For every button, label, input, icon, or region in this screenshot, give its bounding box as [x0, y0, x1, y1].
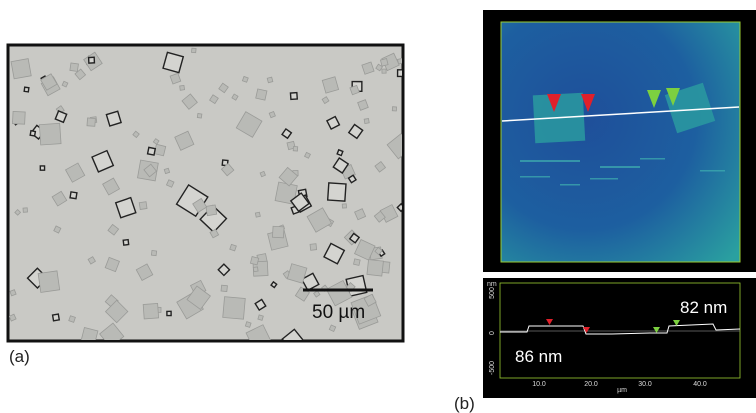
crystal [106, 111, 121, 126]
crystal [223, 297, 246, 320]
crystal [367, 260, 383, 276]
x-unit: µm [617, 387, 627, 394]
crystal [38, 271, 60, 293]
crystal [154, 144, 166, 156]
profile-background [483, 278, 756, 398]
x-tick-label: 20.0 [584, 381, 598, 388]
crystal [163, 52, 183, 72]
crystal [70, 63, 79, 72]
panel-label: (b) [454, 394, 475, 413]
y-tick-label: 0 [489, 331, 496, 335]
y-unit: nm [487, 281, 497, 288]
crystal [143, 303, 158, 318]
profile-plot: nm 500 0 -500 10.0 20.0 30.0 40.0 µm 82 … [483, 278, 756, 398]
crystal [380, 59, 388, 67]
crystal [167, 311, 171, 315]
crystal [148, 147, 156, 155]
crystal [69, 316, 76, 323]
crystal [70, 192, 77, 199]
crystal [293, 147, 298, 152]
micrograph: 50 µm [8, 45, 412, 351]
crystal [39, 123, 61, 145]
crystal [164, 168, 169, 173]
x-tick-label: 10.0 [532, 381, 546, 388]
crystal [192, 48, 197, 53]
x-tick-label: 40.0 [693, 381, 707, 388]
x-tick-label: 30.0 [638, 381, 652, 388]
crystal [354, 259, 361, 266]
figure: 50 µm (a) nm 500 0 -500 10.0 20 [0, 0, 756, 413]
crystal [24, 87, 29, 92]
crystal [290, 93, 297, 100]
crystal [40, 166, 44, 170]
panel-label: (a) [9, 347, 30, 366]
crystal [10, 290, 16, 296]
crystal [337, 150, 343, 156]
scale-bar-label: 50 µm [312, 302, 365, 323]
crystal [89, 57, 95, 63]
crystal [272, 226, 284, 238]
crystal [12, 111, 25, 124]
afm-image [483, 10, 756, 272]
y-tick-label: -500 [489, 361, 496, 375]
crystal [342, 204, 346, 208]
crystal [382, 69, 386, 73]
crystal [123, 240, 128, 245]
height-annotation: 82 nm [680, 298, 727, 317]
crystal [328, 183, 346, 201]
crystal [11, 59, 31, 79]
crystal [53, 314, 60, 321]
crystal [23, 208, 28, 213]
crystal [139, 202, 147, 210]
crystal [364, 119, 369, 124]
crystal [221, 285, 227, 291]
crystal [87, 118, 95, 126]
height-annotation: 86 nm [515, 347, 562, 366]
crystal [250, 257, 258, 265]
crystal [230, 244, 237, 251]
crystal [258, 315, 263, 320]
crystal [255, 212, 260, 217]
y-tick-label: 500 [489, 287, 496, 299]
crystal [151, 250, 156, 255]
crystal [260, 171, 265, 176]
crystal [256, 89, 267, 100]
crystal [245, 322, 251, 328]
crystal [197, 113, 202, 118]
crystal [30, 131, 35, 136]
crystal [267, 77, 273, 83]
crystal [180, 85, 185, 90]
crystal [206, 205, 217, 216]
crystal [253, 267, 258, 272]
crystal [242, 76, 248, 82]
crystal [310, 244, 317, 251]
crystal [392, 107, 396, 111]
